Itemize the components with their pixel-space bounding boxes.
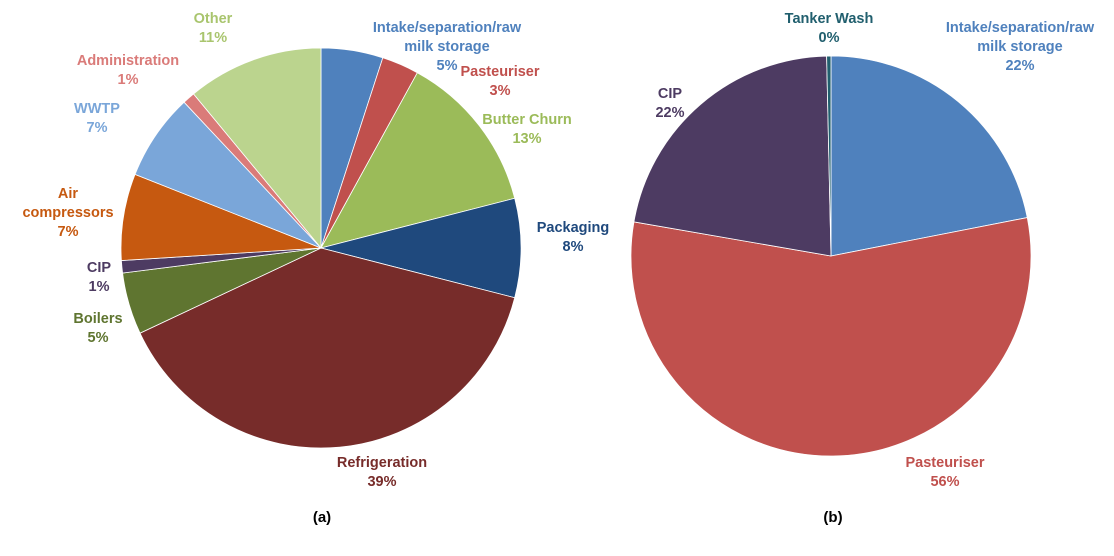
chart-b-label-cip: CIP 22% bbox=[655, 86, 684, 121]
chart-b-slice-cip bbox=[633, 55, 832, 257]
chart-a-label-pasteuriser: Pasteuriser 3% bbox=[461, 64, 540, 99]
chart-b-slice-pasteuriser bbox=[630, 217, 1032, 457]
chart-a-slice-packaging bbox=[320, 197, 522, 299]
chart-a-label-packaging: Packaging 8% bbox=[537, 220, 610, 255]
chart-a-label-butter-churn: Butter Churn 13% bbox=[482, 112, 571, 147]
chart-a-label-cip: CIP 1% bbox=[87, 260, 112, 295]
chart-a-slice-refrigeration bbox=[139, 247, 516, 449]
chart-b-label-tanker-wash: Tanker Wash 0% bbox=[785, 11, 874, 46]
chart-b-slice-intake-separation-raw-milk-storage bbox=[830, 55, 1028, 257]
chart-a-label-intake-separation-raw-milk-storage: Intake/separation/raw milk storage 5% bbox=[373, 20, 522, 74]
chart-a-label-wwtp: WWTP 7% bbox=[74, 101, 120, 136]
chart-a-label-boilers: Boilers 5% bbox=[73, 311, 122, 346]
chart-a-label-administration: Administration 1% bbox=[77, 53, 179, 88]
chart-a-label-air-compressors: Air compressors 7% bbox=[22, 186, 113, 240]
pie-chart-b: Intake/separation/raw milk storage 22% Past… bbox=[630, 11, 1095, 490]
chart-a-slice-other bbox=[192, 47, 322, 250]
chart-b-caption: (b) bbox=[823, 509, 842, 526]
chart-a-label-refrigeration: Refrigeration 39% bbox=[337, 455, 427, 490]
chart-a-caption: (a) bbox=[313, 509, 331, 526]
chart-b-slice-tanker-wash bbox=[826, 55, 832, 257]
chart-b-label-pasteuriser: Pasteuriser 56% bbox=[906, 455, 985, 490]
chart-b-label-intake-separation-raw-milk-storage: Intake/separation/raw milk storage 22% bbox=[946, 20, 1095, 74]
pie-chart-a: Intake/separation/raw milk storage 5% Paste… bbox=[22, 11, 609, 490]
chart-a-label-other: Other 11% bbox=[194, 11, 233, 46]
chart-a-slice-butter-churn bbox=[320, 72, 516, 249]
